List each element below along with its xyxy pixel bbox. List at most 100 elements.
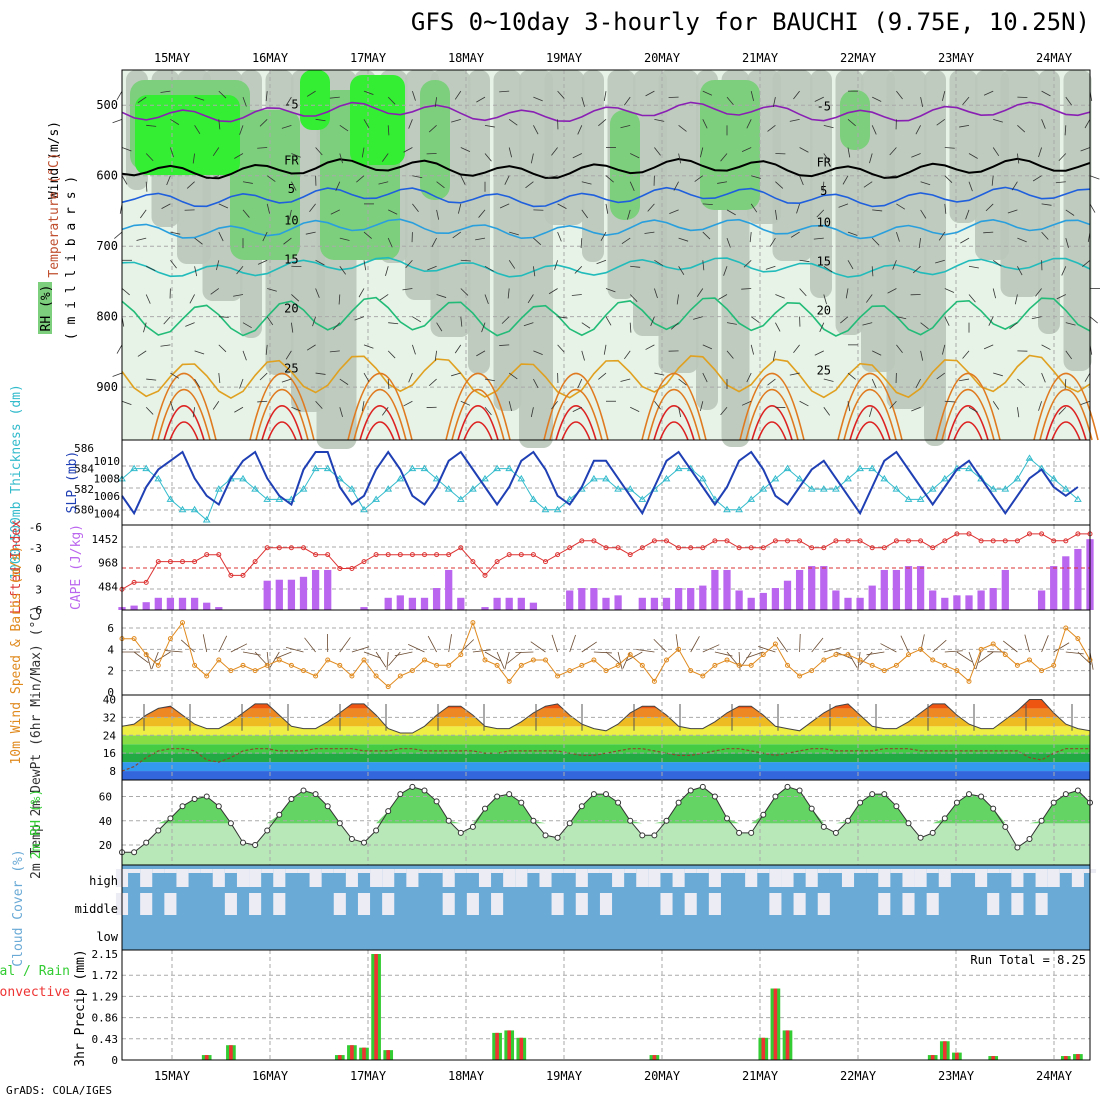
wind-barb [192,153,195,164]
wind10m-point [494,662,500,668]
warm-contour [745,389,799,441]
cloud-mid-gap [357,893,371,915]
cloud-high-gap [321,869,334,873]
wind-barb [581,97,585,107]
rh2m-point [820,823,827,830]
wind-barb [889,400,897,409]
cloud-mid-gap [140,893,153,915]
cloud-high-gap [394,869,407,873]
rh2m-point [760,811,767,818]
li-point [966,531,972,537]
wind-barb [242,209,250,218]
wind-barb [789,372,800,376]
cloud-high-gap [999,869,1012,873]
wind-barb [460,400,471,406]
wind-barb [654,147,661,156]
wind-barb [678,125,687,132]
cape-bar [795,569,804,610]
wind10m-point [434,662,440,668]
wind-barb [508,147,513,158]
rh2m-point [167,815,174,822]
warm-contour [457,405,499,441]
cloud-high-gap [503,869,516,887]
cape-bar [505,597,513,610]
wind10m-point [809,668,815,674]
rh2m-point [566,820,573,827]
wind-barb [315,147,323,156]
li-tick: -3 [29,542,42,555]
wind-barb [865,294,873,303]
rh2m-point [1026,835,1033,842]
wind-barb [694,175,704,182]
li-point [276,545,282,551]
wind-barb [1089,175,1100,180]
wind-barb [285,350,292,360]
wind-barb [823,294,827,305]
wind10m-barb [866,651,885,656]
temp2m-tick: 32 [103,711,116,724]
wind-barb [968,265,979,269]
cloud-mid-gap [1035,893,1048,915]
wind10m-barb [363,651,382,659]
wind-barb [121,288,130,296]
wind-barb [478,209,486,218]
wind-barb [1017,237,1027,243]
li-point [494,559,500,565]
wind10m-point [422,657,427,663]
cloud-high-gap [200,869,213,873]
rh2m-point [131,849,138,856]
warm-contour [1039,389,1093,441]
wind10m-point [857,657,863,663]
thickness-point [275,495,284,502]
wind-barb [170,401,174,411]
wind-barb [194,125,201,135]
rh2m-point [385,808,392,815]
temp-band [122,753,1090,763]
wind-barb [968,294,976,303]
wind-barb [992,147,1000,157]
wind-barb [460,288,469,296]
rh2m-point [603,791,609,798]
wind10m-point [458,652,464,658]
rh2m-tick: 40 [99,815,112,828]
wind-barb [504,175,510,185]
date-label-bottom: 23MAY [938,1069,975,1083]
cloud-mid-gap [551,893,564,915]
cape-axis-label: CAPE (J/kg) [69,524,84,610]
rh-mid-blob [1000,70,1041,297]
wind10m-point [1014,662,1020,668]
wind-barb [266,175,276,182]
cloud-mid-gap [793,893,806,915]
li-point [1014,538,1020,544]
li-point [591,538,597,544]
thickness-point [868,464,877,472]
li-point [1051,538,1057,544]
wind-barb [896,90,903,100]
wind-barb [911,153,921,158]
rh-axis-label: RH (%) [39,285,54,332]
wind10m-barb [944,650,963,653]
li-point [821,545,827,551]
wind-barb [358,288,365,298]
cloud-high-gap [793,869,806,873]
wind-barb [702,203,713,206]
cloud-high-gap [938,869,951,887]
wind-barb [145,294,151,304]
rh2m-point [1074,787,1081,794]
wind-barb [354,316,365,321]
cloud-high-gap [273,869,286,887]
date-label-bottom: 17MAY [350,1069,387,1083]
cape-bar [735,590,743,610]
wind-barb [892,260,897,270]
wind-barb [381,407,389,416]
wind10m-point [276,657,282,663]
pressure-tick: 500 [96,98,118,112]
wind-barb [218,119,221,130]
rh2m-point [203,793,210,800]
wind-barb [1084,372,1091,382]
li-point [603,545,609,551]
date-label-bottom: 21MAY [742,1069,779,1083]
li-point [409,552,415,558]
wind-barb [623,96,631,106]
li-point [204,552,210,558]
